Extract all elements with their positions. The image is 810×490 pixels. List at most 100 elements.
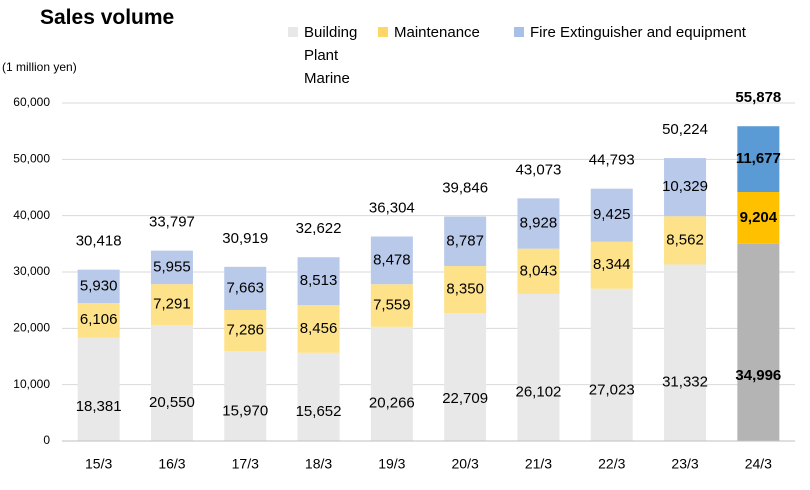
bar-segment-fire-extinguisher: [664, 158, 707, 217]
bar-segment-maintenance: [444, 266, 487, 314]
x-tick-label: 15/3: [85, 456, 112, 472]
data-label: 8,344: [593, 256, 631, 273]
bar-segment-building: [297, 352, 340, 441]
bar-segment-fire-extinguisher: [370, 236, 413, 285]
bar-segment-building: [150, 325, 193, 441]
data-label: 8,787: [446, 232, 484, 249]
bar-segment-maintenance: [517, 248, 560, 294]
data-label: 26,102: [516, 383, 562, 400]
data-label: 15,652: [296, 403, 342, 420]
x-tick-label: 16/3: [158, 456, 185, 472]
y-tick-label: 40,000: [13, 208, 50, 222]
data-label: 34,996: [735, 367, 781, 384]
bar-segment-maintenance: [590, 241, 633, 289]
data-label: 22,709: [442, 390, 488, 407]
data-label: 5,955: [153, 258, 191, 275]
legend-item-maintenance: Maintenance: [378, 24, 480, 41]
y-tick-label: 10,000: [13, 377, 50, 391]
bar-segment-maintenance: [77, 303, 120, 338]
bar-segment-building: [664, 264, 707, 441]
x-tick-label: 20/3: [452, 456, 479, 472]
x-tick-label: 23/3: [671, 456, 698, 472]
data-label: 8,456: [300, 320, 338, 337]
bar-segment-fire-extinguisher: [444, 216, 487, 267]
x-tick-label: 24/3: [745, 456, 772, 472]
bar-segment-building: [224, 351, 267, 441]
chart-title: Sales volume: [40, 6, 175, 29]
data-label: 7,559: [373, 297, 411, 314]
data-label: 8,350: [446, 281, 484, 298]
total-label: 33,797: [149, 214, 195, 231]
bar-segment-building: [370, 326, 413, 441]
bar-segment-maintenance: [737, 192, 780, 244]
legend-label-marine: Marine: [304, 70, 350, 87]
data-label: 11,677: [736, 150, 781, 167]
total-label: 30,418: [76, 233, 122, 250]
data-label: 10,329: [662, 178, 708, 195]
data-label: 7,663: [226, 279, 264, 296]
legend-item-building: Building: [288, 24, 357, 41]
bar-segment-fire-extinguisher: [77, 269, 120, 304]
data-label: 31,332: [662, 374, 708, 391]
total-label: 36,304: [369, 199, 415, 216]
legend-label-maintenance: Maintenance: [394, 24, 480, 41]
data-label: 8,513: [300, 272, 338, 289]
bar-segment-fire-extinguisher: [737, 126, 780, 193]
data-label: 9,425: [593, 206, 631, 223]
bar-segment-maintenance: [150, 284, 193, 326]
legend-swatch-building: [288, 27, 298, 37]
y-tick-label: 0: [43, 433, 50, 447]
y-tick-label: 50,000: [13, 152, 50, 166]
total-label: 55,878: [735, 89, 781, 106]
data-label: 8,562: [666, 231, 704, 248]
legend-swatch-fire-extinguisher: [514, 27, 524, 37]
bar-segment-maintenance: [664, 216, 707, 265]
bar-segment-fire-extinguisher: [224, 266, 267, 310]
total-label: 43,073: [516, 161, 562, 178]
bar-segment-fire-extinguisher: [517, 198, 560, 249]
bar-segment-fire-extinguisher: [150, 250, 193, 285]
data-label: 8,478: [373, 251, 411, 268]
data-label: 20,550: [149, 394, 195, 411]
unit-label: (1 million yen): [2, 60, 77, 74]
x-tick-label: 19/3: [378, 456, 405, 472]
total-label: 44,793: [589, 152, 635, 169]
total-label: 32,622: [296, 220, 342, 237]
x-tick-label: 22/3: [598, 456, 625, 472]
data-label: 5,930: [80, 277, 118, 294]
y-tick-label: 60,000: [13, 95, 50, 109]
bar-segment-building: [517, 293, 560, 441]
data-label: 20,266: [369, 394, 415, 411]
bar-segment-maintenance: [370, 284, 413, 327]
bar-segment-maintenance: [297, 305, 340, 353]
x-tick-label: 17/3: [232, 456, 259, 472]
bar-segment-building: [77, 337, 120, 441]
y-tick-label: 30,000: [13, 264, 50, 278]
legend-label-plant: Plant: [304, 47, 339, 64]
data-label: 6,106: [80, 311, 118, 328]
y-tick-label: 20,000: [13, 321, 50, 335]
legend-swatch-maintenance: [378, 27, 388, 37]
data-label: 27,023: [589, 382, 635, 399]
data-label: 15,970: [222, 402, 268, 419]
total-label: 50,224: [662, 121, 708, 138]
bar-segment-maintenance: [224, 309, 267, 352]
x-tick-label: 21/3: [525, 456, 552, 472]
total-label: 39,846: [442, 180, 488, 197]
bar-segment-fire-extinguisher: [297, 257, 340, 306]
legend-label-building-line1: Building: [304, 24, 358, 41]
legend-label-fire-extinguisher: Fire Extinguisher and equipment: [530, 24, 746, 41]
data-label: 8,928: [520, 214, 558, 231]
bar-segment-building: [590, 288, 633, 441]
data-label: 7,286: [226, 321, 264, 338]
bar-segment-fire-extinguisher: [590, 188, 633, 242]
data-label: 8,043: [520, 262, 558, 279]
total-label: 30,919: [222, 230, 268, 247]
x-tick-label: 18/3: [305, 456, 332, 472]
bar-segment-building: [737, 243, 780, 441]
legend-item-fire-extinguisher: Fire Extinguisher and equipment: [514, 24, 746, 41]
bar-segment-building: [444, 313, 487, 441]
data-label: 18,381: [76, 398, 122, 415]
data-label: 7,291: [153, 296, 191, 313]
